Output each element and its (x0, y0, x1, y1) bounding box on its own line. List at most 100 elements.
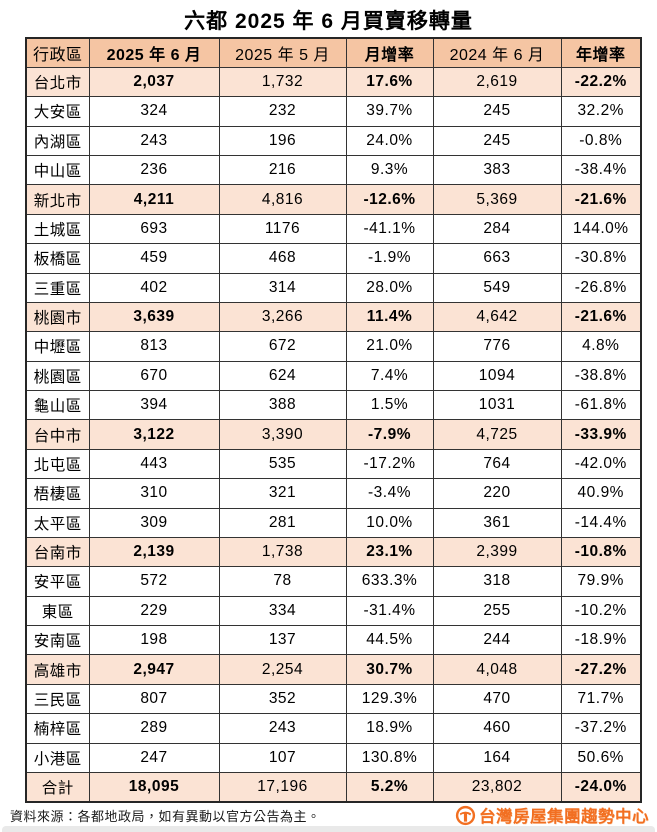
cell-value: 4,816 (218, 184, 347, 215)
cell-value: 2,619 (432, 66, 562, 98)
cell-value: 309 (88, 507, 220, 538)
cell-value: 255 (432, 595, 562, 627)
cell-value: 663 (432, 243, 562, 274)
cell-value: 1031 (432, 389, 562, 421)
table-row: 三重區 402 314 28.0% 549 -26.8% (25, 272, 642, 303)
cell-district: 安平區 (25, 566, 90, 597)
cell-value: 807 (88, 683, 220, 715)
cell-value: 17.6% (345, 66, 434, 98)
table-row: 大安區 324 232 39.7% 245 32.2% (25, 96, 642, 127)
cell-value: 361 (432, 507, 562, 538)
cell-value: 535 (218, 448, 347, 480)
cell-district: 台北市 (25, 66, 90, 98)
cell-district: 新北市 (25, 184, 90, 215)
cell-value: 17,196 (218, 771, 347, 803)
transactions-table: 行政區 2025 年 6 月 2025 年 5 月 月增率 2024 年 6 月… (25, 37, 642, 803)
cell-value: 1176 (218, 213, 347, 245)
cell-value: 314 (218, 272, 347, 303)
cell-district: 台南市 (25, 536, 90, 568)
cell-value: 670 (88, 360, 220, 392)
cell-district: 龜山區 (25, 389, 90, 421)
cell-value: 71.7% (560, 683, 642, 715)
cell-value: 460 (432, 713, 562, 744)
header-cell-2025-05: 2025 年 5 月 (218, 37, 347, 68)
cell-value: 3,390 (218, 419, 347, 450)
cell-value: 1094 (432, 360, 562, 392)
cell-value: -21.6% (560, 301, 642, 333)
cell-value: 18.9% (345, 713, 434, 744)
cell-value: 1.5% (345, 389, 434, 421)
cell-value: 4,642 (432, 301, 562, 333)
table-row: 桃園區 670 624 7.4% 1094 -38.8% (25, 360, 642, 392)
cell-district: 楠梓區 (25, 713, 90, 744)
cell-value: 549 (432, 272, 562, 303)
brand-logo: 台灣房屋集團趨勢中心 (455, 803, 649, 827)
cell-value: 18,095 (88, 771, 220, 803)
cell-value: 30.7% (345, 654, 434, 685)
cell-district: 安南區 (25, 624, 90, 656)
cell-value: 79.9% (560, 566, 642, 597)
cell-value: 247 (88, 742, 220, 773)
cell-district: 合計 (25, 771, 90, 803)
table-row: 板橋區 459 468 -1.9% 663 -30.8% (25, 243, 642, 274)
table-row: 台南市 2,139 1,738 23.1% 2,399 -10.8% (25, 536, 642, 568)
cell-value: 220 (432, 478, 562, 509)
cell-value: -30.8% (560, 243, 642, 274)
cell-value: 244 (432, 624, 562, 656)
cell-value: 232 (218, 96, 347, 127)
cell-value: 310 (88, 478, 220, 509)
cell-value: 50.6% (560, 742, 642, 773)
cell-value: 196 (218, 125, 347, 157)
cell-district: 大安區 (25, 96, 90, 127)
cell-value: 352 (218, 683, 347, 715)
cell-value: -22.2% (560, 66, 642, 98)
header-cell-2024-06: 2024 年 6 月 (432, 37, 562, 68)
cell-district: 北屯區 (25, 448, 90, 480)
cell-value: 5,369 (432, 184, 562, 215)
cell-value: -10.2% (560, 595, 642, 627)
table-row: 中壢區 813 672 21.0% 776 4.8% (25, 331, 642, 362)
table-row: 梧棲區 310 321 -3.4% 220 40.9% (25, 478, 642, 509)
table-row: 合計 18,095 17,196 5.2% 23,802 -24.0% (25, 771, 642, 803)
cell-value: 2,254 (218, 654, 347, 685)
cell-value: 7.4% (345, 360, 434, 392)
cell-district: 板橋區 (25, 243, 90, 274)
cell-value: 10.0% (345, 507, 434, 538)
cell-value: 144.0% (560, 213, 642, 245)
cell-value: 321 (218, 478, 347, 509)
table-row: 三民區 807 352 129.3% 470 71.7% (25, 683, 642, 715)
cell-district: 中壢區 (25, 331, 90, 362)
cell-value: -26.8% (560, 272, 642, 303)
cell-district: 梧棲區 (25, 478, 90, 509)
cell-value: 129.3% (345, 683, 434, 715)
cell-value: 28.0% (345, 272, 434, 303)
cell-value: -61.8% (560, 389, 642, 421)
cell-value: 693 (88, 213, 220, 245)
cell-value: 764 (432, 448, 562, 480)
cell-value: 198 (88, 624, 220, 656)
footer: 資料來源：各都地政局，如有異動以官方公告為主。 台灣房屋集團趨勢中心 (0, 803, 657, 827)
cell-value: -33.9% (560, 419, 642, 450)
cell-value: 137 (218, 624, 347, 656)
taiwan-housing-logo-icon (455, 805, 476, 825)
cell-value: 3,639 (88, 301, 220, 333)
cell-value: 4.8% (560, 331, 642, 362)
cell-value: 107 (218, 742, 347, 773)
cell-value: 672 (218, 331, 347, 362)
cell-value: 2,139 (88, 536, 220, 568)
cell-value: 245 (432, 96, 562, 127)
cell-value: 624 (218, 360, 347, 392)
bottom-strip (2, 826, 655, 832)
cell-district: 台中市 (25, 419, 90, 450)
cell-value: 2,037 (88, 66, 220, 98)
header-cell-mom: 月增率 (345, 37, 434, 68)
cell-value: 3,122 (88, 419, 220, 450)
cell-value: 9.3% (345, 154, 434, 186)
table-row: 內湖區 243 196 24.0% 245 -0.8% (25, 125, 642, 157)
cell-value: 11.4% (345, 301, 434, 333)
cell-value: -18.9% (560, 624, 642, 656)
table-row: 台中市 3,122 3,390 -7.9% 4,725 -33.9% (25, 419, 642, 450)
cell-value: -24.0% (560, 771, 642, 803)
cell-value: 4,048 (432, 654, 562, 685)
cell-value: 2,947 (88, 654, 220, 685)
